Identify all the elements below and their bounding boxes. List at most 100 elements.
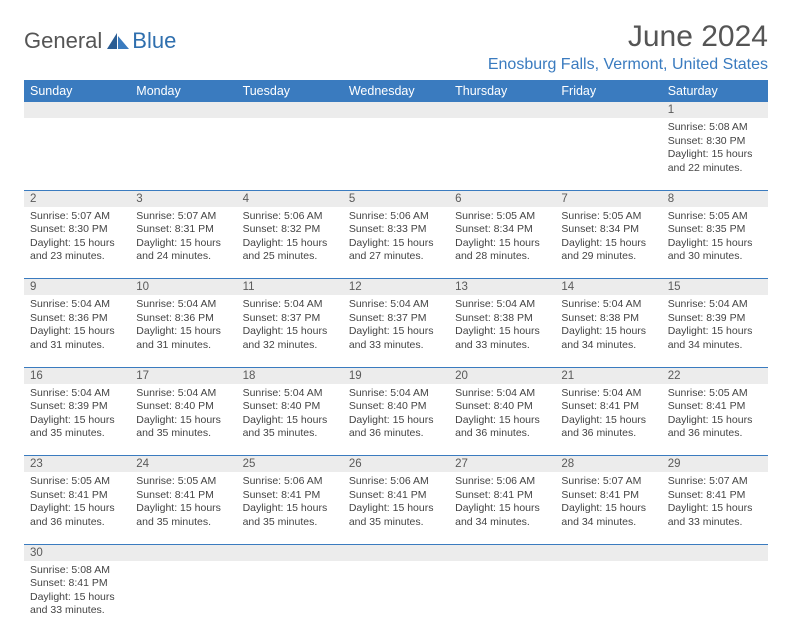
sunrise-text: Sunrise: 5:07 AM [136,210,230,224]
sunset-text: Sunset: 8:39 PM [668,312,762,326]
day1-text: Daylight: 15 hours [30,414,124,428]
day-cell: Sunrise: 5:06 AMSunset: 8:41 PMDaylight:… [343,472,449,544]
day-number [237,102,343,118]
day-number: 30 [24,544,130,561]
sunset-text: Sunset: 8:33 PM [349,223,443,237]
day-details: Sunrise: 5:05 AMSunset: 8:41 PMDaylight:… [24,472,130,534]
day1-text: Daylight: 15 hours [668,325,762,339]
daynum-row: 1 [24,102,768,118]
sunrise-text: Sunrise: 5:07 AM [561,475,655,489]
day-cell: Sunrise: 5:06 AMSunset: 8:32 PMDaylight:… [237,207,343,279]
day-details: Sunrise: 5:08 AMSunset: 8:41 PMDaylight:… [24,561,130,623]
day-details: Sunrise: 5:04 AMSunset: 8:40 PMDaylight:… [343,384,449,446]
day-cell: Sunrise: 5:04 AMSunset: 8:41 PMDaylight:… [555,384,661,456]
day2-text: and 34 minutes. [561,339,655,353]
day-number: 4 [237,190,343,207]
day-number [449,544,555,561]
day-number: 6 [449,190,555,207]
day-details: Sunrise: 5:04 AMSunset: 8:41 PMDaylight:… [555,384,661,446]
day-cell: Sunrise: 5:04 AMSunset: 8:40 PMDaylight:… [237,384,343,456]
day-number [555,544,661,561]
day2-text: and 23 minutes. [30,250,124,264]
day2-text: and 35 minutes. [349,516,443,530]
week-row: Sunrise: 5:08 AMSunset: 8:30 PMDaylight:… [24,118,768,190]
day-number [662,544,768,561]
header: GeneralBlue June 2024 Enosburg Falls, Ve… [24,20,768,74]
day-details: Sunrise: 5:05 AMSunset: 8:41 PMDaylight:… [662,384,768,446]
day-cell: Sunrise: 5:06 AMSunset: 8:41 PMDaylight:… [237,472,343,544]
day-cell: Sunrise: 5:08 AMSunset: 8:41 PMDaylight:… [24,561,130,633]
day-cell: Sunrise: 5:04 AMSunset: 8:38 PMDaylight:… [555,295,661,367]
day-cell [237,118,343,190]
day-cell: Sunrise: 5:05 AMSunset: 8:35 PMDaylight:… [662,207,768,279]
day2-text: and 36 minutes. [561,427,655,441]
day1-text: Daylight: 15 hours [668,502,762,516]
sunrise-text: Sunrise: 5:04 AM [561,298,655,312]
day2-text: and 34 minutes. [455,516,549,530]
day-number [449,102,555,118]
day-details: Sunrise: 5:07 AMSunset: 8:31 PMDaylight:… [130,207,236,269]
day-header: Friday [555,80,661,102]
day-cell [237,561,343,633]
day-cell [449,118,555,190]
sunset-text: Sunset: 8:40 PM [349,400,443,414]
sunrise-text: Sunrise: 5:05 AM [136,475,230,489]
day1-text: Daylight: 15 hours [136,325,230,339]
day-header: Tuesday [237,80,343,102]
day1-text: Daylight: 15 hours [243,325,337,339]
day-details: Sunrise: 5:04 AMSunset: 8:39 PMDaylight:… [662,295,768,357]
day2-text: and 33 minutes. [455,339,549,353]
sunset-text: Sunset: 8:37 PM [349,312,443,326]
sunset-text: Sunset: 8:39 PM [30,400,124,414]
sunrise-text: Sunrise: 5:06 AM [243,475,337,489]
day-cell [555,561,661,633]
day1-text: Daylight: 15 hours [455,502,549,516]
day-header-row: SundayMondayTuesdayWednesdayThursdayFrid… [24,80,768,102]
day-cell [130,118,236,190]
day-number: 17 [130,367,236,384]
brand-logo: GeneralBlue [24,20,176,54]
day1-text: Daylight: 15 hours [561,325,655,339]
day-cell: Sunrise: 5:04 AMSunset: 8:40 PMDaylight:… [130,384,236,456]
daynum-row: 2345678 [24,190,768,207]
sunrise-text: Sunrise: 5:06 AM [243,210,337,224]
sunrise-text: Sunrise: 5:04 AM [243,387,337,401]
day1-text: Daylight: 15 hours [349,237,443,251]
sunrise-text: Sunrise: 5:06 AM [349,210,443,224]
day-number: 23 [24,456,130,473]
day-details: Sunrise: 5:04 AMSunset: 8:40 PMDaylight:… [449,384,555,446]
day1-text: Daylight: 15 hours [668,237,762,251]
title-block: June 2024 Enosburg Falls, Vermont, Unite… [488,20,768,74]
day1-text: Daylight: 15 hours [668,148,762,162]
day-details: Sunrise: 5:06 AMSunset: 8:33 PMDaylight:… [343,207,449,269]
day2-text: and 34 minutes. [668,339,762,353]
day-number: 14 [555,279,661,296]
day1-text: Daylight: 15 hours [243,502,337,516]
day2-text: and 33 minutes. [30,604,124,618]
day1-text: Daylight: 15 hours [349,414,443,428]
day-cell: Sunrise: 5:05 AMSunset: 8:41 PMDaylight:… [662,384,768,456]
day-details: Sunrise: 5:08 AMSunset: 8:30 PMDaylight:… [662,118,768,180]
day-number: 29 [662,456,768,473]
day-cell: Sunrise: 5:04 AMSunset: 8:40 PMDaylight:… [343,384,449,456]
week-row: Sunrise: 5:05 AM Sunset: 8:41 PM Daylight:… [24,472,768,544]
sunset-text: Sunset: 8:38 PM [561,312,655,326]
day-cell: Sunrise: 5:05 AMSunset: 8:41 PMDaylight:… [24,472,130,544]
day-number: 15 [662,279,768,296]
sail-icon [105,31,131,51]
day1-text: Daylight: 15 hours [30,591,124,605]
day-cell: Sunrise: 5:07 AMSunset: 8:31 PMDaylight:… [130,207,236,279]
day-number [343,544,449,561]
brand-part1: General [24,28,102,54]
day-number: 1 [662,102,768,118]
day-header: Saturday [662,80,768,102]
day2-text: and 30 minutes. [668,250,762,264]
day-details: Sunrise: 5:06 AMSunset: 8:32 PMDaylight:… [237,207,343,269]
calendar-table: SundayMondayTuesdayWednesdayThursdayFrid… [24,80,768,633]
day-details: Sunrise: 5:04 AMSunset: 8:40 PMDaylight:… [237,384,343,446]
day1-text: Daylight: 15 hours [30,325,124,339]
sunset-text: Sunset: 8:41 PM [30,489,124,503]
day-details: Sunrise: 5:04 AMSunset: 8:40 PMDaylight:… [130,384,236,446]
day1-text: Daylight: 15 hours [136,502,230,516]
day1-text: Daylight: 15 hours [243,414,337,428]
